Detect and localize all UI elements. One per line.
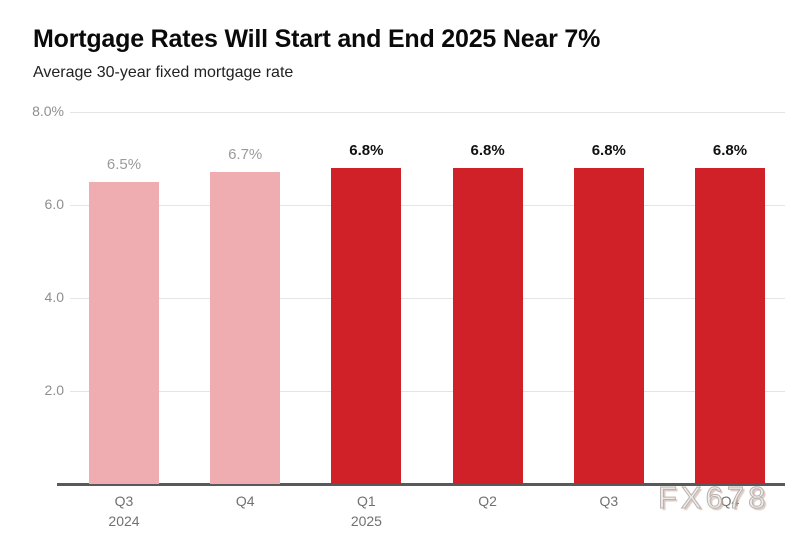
y-axis-tick-label: 6.0 xyxy=(44,196,64,212)
bar-q3 xyxy=(573,167,644,484)
bar-value-label: 6.5% xyxy=(106,155,142,173)
y-axis-tick-label: 4.0 xyxy=(44,289,64,305)
chart-subtitle: Average 30-year fixed mortgage rate xyxy=(33,64,294,81)
y-gridline xyxy=(70,112,785,113)
y-gridline xyxy=(70,391,785,392)
x-axis-tick-label: Q1 2025 xyxy=(350,493,382,529)
y-axis-tick-label: 2.0 xyxy=(44,382,64,398)
bar-value-label: 6.7% xyxy=(228,146,263,164)
y-gridline xyxy=(70,298,785,299)
bar-value-label: 6.8% xyxy=(470,141,505,159)
bar-q4 xyxy=(210,172,281,484)
bar-value-label: 6.8% xyxy=(591,141,626,159)
x-axis-tick-label: Q3 2024 xyxy=(108,493,140,529)
x-axis-tick-label: Q4 xyxy=(235,493,255,509)
bar-q4 xyxy=(695,167,765,484)
y-gridline xyxy=(70,205,785,206)
x-axis-tick-label: Q2 xyxy=(478,493,497,509)
x-axis-tick-label: Q4 xyxy=(720,493,740,509)
bar-value-label: 6.8% xyxy=(349,141,384,159)
x-axis-tick-label: Q3 xyxy=(599,493,619,509)
bar-q1-2025 xyxy=(331,167,402,484)
watermark: FX678 xyxy=(657,480,770,516)
bar-q3-2024 xyxy=(89,181,159,484)
bar-value-label: 6.8% xyxy=(712,141,748,159)
y-axis-tick-label: 8.0% xyxy=(32,103,64,119)
chart-title: Mortgage Rates Will Start and End 2025 N… xyxy=(33,25,601,53)
x-axis-line xyxy=(57,483,785,486)
bar-q2 xyxy=(452,167,523,484)
